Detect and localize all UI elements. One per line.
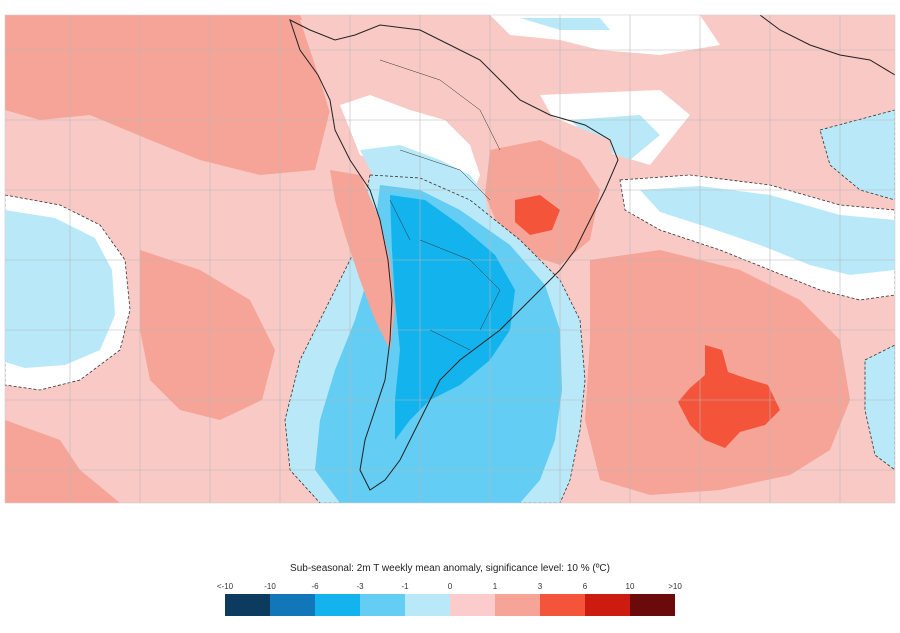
cool-anomaly-core-west-pacific xyxy=(5,210,115,368)
legend-tick: 3 xyxy=(537,582,543,591)
legend-title: Sub-seasonal: 2m T weekly mean anomaly, … xyxy=(290,563,610,574)
legend-swatch xyxy=(225,594,270,616)
cool-anomaly-region-east-south xyxy=(864,344,895,471)
map-svg xyxy=(4,14,896,504)
cool-anomaly-band-atlantic-core xyxy=(640,186,895,275)
legend-swatch xyxy=(630,594,675,616)
legend-swatch xyxy=(495,594,540,616)
legend-tick: -1 xyxy=(401,582,409,591)
cool-anomaly-region-east xyxy=(819,109,895,201)
map-frame xyxy=(4,14,896,504)
hot-anomaly-core-south-atlantic xyxy=(678,345,780,448)
color-legend: <-10 -10 -6 -3 -1 0 1 3 6 10 >10 xyxy=(217,582,682,616)
hot-anomaly-core-brazil xyxy=(515,195,560,235)
legend-swatch xyxy=(315,594,360,616)
legend-tick: 6 xyxy=(582,582,588,591)
legend-swatch xyxy=(270,594,315,616)
legend-tick: <-10 xyxy=(216,582,234,591)
legend-swatch xyxy=(540,594,585,616)
cool-anomaly-region-equatorial xyxy=(570,115,660,160)
legend-tick: -10 xyxy=(264,582,276,591)
borders-south-america xyxy=(379,59,501,351)
legend-swatch xyxy=(585,594,630,616)
warm-anomaly-region-southwest xyxy=(5,420,120,503)
legend-swatch xyxy=(450,594,495,616)
legend-tick: 0 xyxy=(447,582,453,591)
legend-tick: >10 xyxy=(668,582,682,591)
legend-swatch xyxy=(360,594,405,616)
cool-anomaly-region-north-atlantic xyxy=(520,18,610,30)
legend-tick: -6 xyxy=(311,582,319,591)
coastline-south-america xyxy=(289,19,619,491)
legend-tick: -3 xyxy=(356,582,364,591)
warm-anomaly-region-north-pacific xyxy=(5,15,330,175)
legend-swatch xyxy=(405,594,450,616)
coastline-africa xyxy=(759,15,895,76)
colder-anomaly-core-argentina xyxy=(390,195,515,440)
anomaly-map xyxy=(4,14,896,504)
colorbar xyxy=(225,594,675,616)
legend-tick: 1 xyxy=(492,582,498,591)
legend-tick: 10 xyxy=(625,582,635,591)
graticule xyxy=(5,15,895,503)
warm-anomaly-region-south-pacific xyxy=(140,250,275,420)
